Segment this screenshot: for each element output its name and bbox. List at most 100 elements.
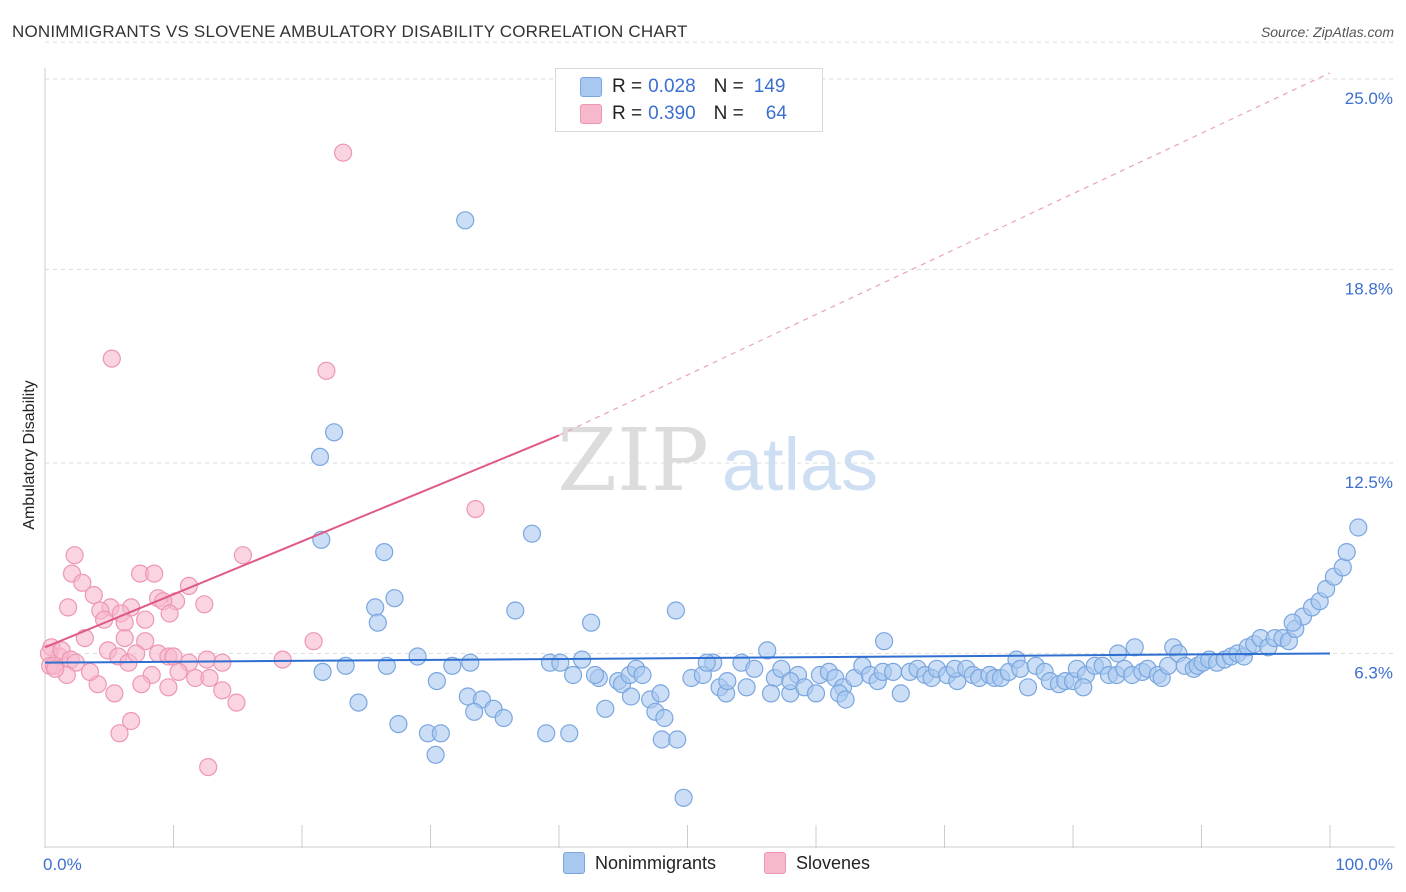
slovenes-point	[160, 604, 179, 623]
nonimmigrants-point	[522, 524, 542, 543]
slovenes-point	[195, 595, 214, 614]
legend-box: R = 0.028 N = 149 R = 0.390 N = 64	[555, 68, 823, 132]
bottom-legend-label: Nonimmigrants	[595, 852, 717, 873]
axes-layer	[44, 68, 1395, 848]
slovenes-point	[273, 650, 292, 669]
y-tick-label: 12.5%	[1345, 473, 1393, 492]
nonimmigrants-point	[375, 542, 394, 562]
legend-r-label: R =	[612, 76, 643, 97]
slovenes-point	[132, 675, 151, 694]
bottom-legend-label: Slovenes	[796, 852, 871, 873]
watermark-zip: ZIP	[557, 411, 709, 511]
nonimmigrants-point	[1337, 542, 1356, 562]
bottom-legend: Nonimmigrants Slovenes	[0, 852, 1406, 876]
nonimmigrants-point	[366, 598, 385, 617]
slovenes-point	[105, 684, 124, 703]
slovenes-point	[80, 662, 100, 682]
nonimmigrants-point	[836, 690, 855, 709]
nonimmigrants-point	[431, 724, 450, 743]
slovenes-point	[136, 632, 155, 651]
legend-swatch-blue	[580, 77, 602, 97]
nonimmigrants-point	[874, 632, 894, 651]
slovenes-trend-line	[44, 434, 560, 649]
nonimmigrants-point	[551, 653, 570, 672]
nonimmigrants-point	[465, 702, 484, 721]
slovenes-point	[200, 668, 219, 688]
nonimmigrants-point	[596, 699, 615, 718]
legend-n-label: N =	[713, 103, 744, 124]
nonimmigrants-point	[494, 708, 513, 728]
slovenes-point	[136, 610, 155, 629]
nonimmigrants-point	[674, 788, 693, 807]
nonimmigrants-point	[581, 613, 601, 632]
nonimmigrants-point	[585, 665, 605, 685]
nonimmigrants-point	[883, 662, 903, 682]
y-tick-label: 25.0%	[1345, 89, 1393, 108]
nonimmigrants-point	[408, 647, 427, 666]
nonimmigrants-point	[377, 656, 396, 675]
nonimmigrants-point	[772, 659, 791, 678]
nonimmigrants-point	[891, 684, 910, 703]
nonimmigrants-point	[633, 665, 652, 685]
slovenes-point	[213, 653, 232, 672]
nonimmigrants-point	[1333, 558, 1352, 577]
bottom-legend-swatch-blue	[563, 852, 585, 874]
y-axis-label: Ambulatory Disability	[21, 380, 38, 530]
nonimmigrants-point	[651, 684, 670, 703]
nonimmigrants-point	[1108, 644, 1128, 663]
slovenes-point	[102, 349, 121, 368]
slovenes-point	[466, 500, 485, 519]
nonimmigrants-point	[560, 724, 579, 743]
legend-n-value: 64	[765, 103, 787, 124]
y-tick-label: 18.8%	[1345, 279, 1393, 298]
tick-label-layer: 6.3% 12.5% 18.8% 25.0% 0.0% 100.0%	[43, 89, 1393, 874]
x-tick-label: 0.0%	[43, 855, 82, 874]
nonimmigrants-point	[1349, 518, 1368, 537]
source-label: Source: ZipAtlas.com	[1260, 24, 1394, 40]
nonimmigrants-point	[652, 730, 671, 749]
nonimmigrants-point	[313, 662, 332, 682]
nonimmigrants-point	[655, 708, 674, 728]
slovenes-trend-extension	[558, 72, 1331, 436]
nonimmigrants-point	[1283, 613, 1302, 632]
nonimmigrants-point	[385, 589, 404, 608]
slovenes-point	[145, 564, 164, 583]
nonimmigrants-point	[1074, 678, 1093, 697]
nonimmigrants-point	[621, 687, 641, 706]
slovenes-point	[58, 598, 78, 617]
slovenes-point	[84, 585, 103, 605]
slovenes-point	[115, 628, 134, 648]
legend-row-nonimmigrants: R = 0.028 N = 149	[580, 75, 785, 99]
slovenes-point	[159, 678, 178, 697]
slovenes-point	[197, 650, 216, 669]
slovenes-point	[110, 724, 129, 743]
legend-r-label: R =	[612, 103, 643, 124]
slovenes-point	[169, 662, 188, 682]
nonimmigrants-point	[806, 684, 826, 703]
trend-layer	[44, 72, 1331, 664]
watermark: ZIP atlas	[557, 411, 878, 511]
nonimmigrants-point	[426, 745, 445, 764]
chart-title: NONIMMIGRANTS VS SLOVENE AMBULATORY DISA…	[12, 22, 688, 41]
y-tick-label: 6.3%	[1354, 663, 1393, 682]
nonimmigrants-point	[668, 730, 687, 749]
nonimmigrants-trend-line	[44, 652, 1331, 664]
nonimmigrants-point	[537, 724, 556, 743]
slovenes-point	[199, 757, 218, 777]
legend-r-value: 0.028	[648, 76, 696, 97]
legend-swatch-pink	[580, 104, 602, 124]
watermark-atlas: atlas	[722, 423, 878, 506]
nonimmigrants-point	[761, 684, 781, 703]
nonimmigrants-point	[563, 665, 583, 685]
nonimmigrants-point	[1011, 659, 1030, 678]
nonimmigrants-point	[758, 641, 777, 660]
slovenes-point	[75, 628, 94, 648]
slovenes-point	[334, 143, 353, 162]
nonimmigrants-point	[1125, 638, 1144, 657]
slovenes-point	[127, 644, 146, 663]
slovenes-point	[317, 361, 336, 380]
nonimmigrants-point	[718, 671, 737, 691]
nonimmigrants-point	[697, 653, 716, 672]
nonimmigrants-point	[310, 447, 330, 466]
